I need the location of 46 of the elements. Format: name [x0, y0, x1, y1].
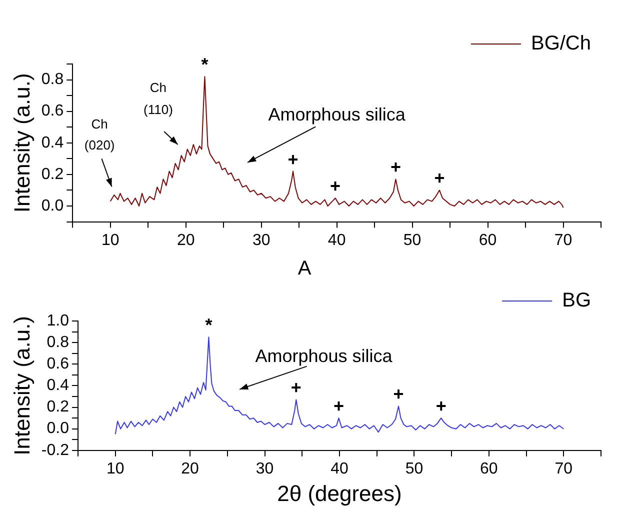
- annotation: *: [205, 315, 212, 336]
- x-tick-label: 60: [480, 460, 498, 478]
- chart-title: A: [298, 258, 312, 280]
- x-tick-label: 20: [181, 460, 200, 478]
- x-tick-label: 50: [405, 460, 424, 478]
- y-tick-label: 0.4: [41, 134, 64, 152]
- annotation: +: [434, 168, 445, 188]
- annotation: Ch (110): [144, 80, 173, 117]
- y-axis-title: Intensity (a.u.): [9, 316, 34, 456]
- x-tick-label: 20: [176, 232, 195, 249]
- y-tick-label: 0.2: [41, 166, 64, 183]
- x-tick-label: 70: [554, 460, 573, 478]
- legend-label: BG/Ch: [530, 32, 592, 55]
- x-tick-label: 60: [478, 232, 497, 249]
- x-tick-label: 10: [101, 232, 120, 249]
- y-tick-label: 0.4: [46, 377, 70, 394]
- annotation: +: [290, 378, 302, 398]
- legend-label: BG: [562, 290, 592, 312]
- x-tick-label: 10: [106, 460, 124, 478]
- x-tick-label: 70: [554, 232, 572, 249]
- annotation: Amorphous silica: [268, 104, 406, 124]
- y-tick-label: 0.0: [46, 420, 70, 438]
- x-tick-label: 40: [328, 232, 346, 249]
- y-tick-label: 0.6: [41, 102, 64, 120]
- annotation: Ch (020): [84, 116, 115, 153]
- x-tick-label: 40: [330, 460, 348, 478]
- annotation: Amorphous silica: [255, 346, 394, 366]
- x-tick-label: 50: [403, 232, 422, 249]
- annotation: *: [201, 54, 208, 75]
- y-axis-title: Intensity (a.u.): [9, 73, 34, 213]
- annotation: +: [333, 396, 344, 416]
- x-tick-label: 30: [256, 460, 274, 478]
- y-tick-label: 0.0: [41, 197, 64, 214]
- annotation: +: [436, 396, 446, 416]
- y-tick-label: -0.2: [41, 442, 70, 459]
- annotation: +: [393, 384, 404, 404]
- y-tick-label: 0.8: [46, 334, 70, 351]
- y-tick-label: 1.0: [46, 312, 70, 330]
- x-tick-label: 30: [252, 232, 270, 249]
- x-axis-title: 2θ (degrees): [277, 480, 402, 506]
- y-tick-label: 0.2: [46, 398, 70, 416]
- y-tick-label: 0.8: [41, 71, 64, 88]
- y-tick-label: 0.6: [46, 356, 70, 373]
- annotation: +: [330, 176, 341, 196]
- annotation: +: [288, 149, 298, 170]
- annotation: +: [390, 157, 401, 178]
